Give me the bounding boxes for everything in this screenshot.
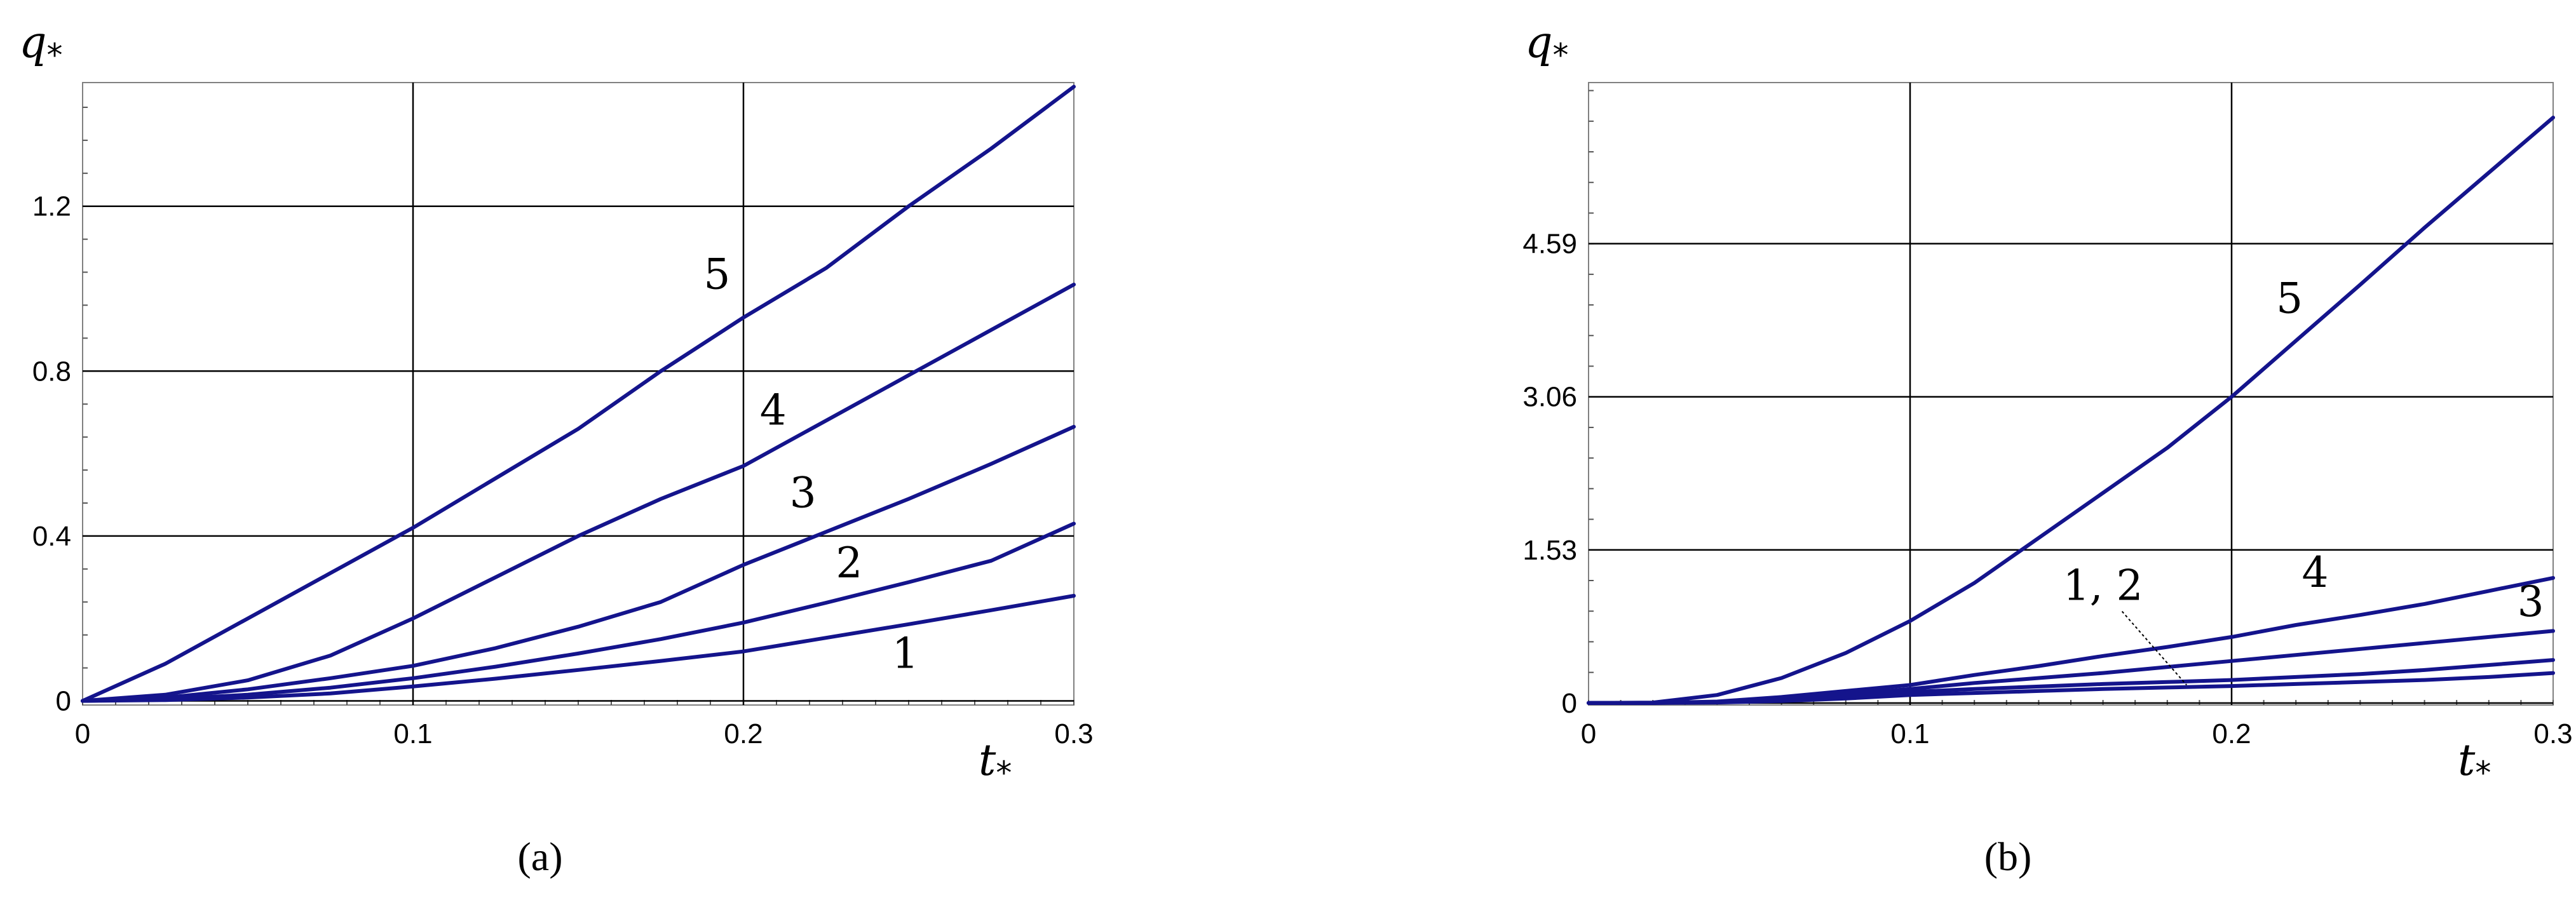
series-line-5 (1587, 116, 2555, 705)
x-tick-label: 0.1 (393, 718, 432, 749)
x-axis-label-main: t (2458, 736, 2476, 786)
x-axis-label-sub: * (2475, 755, 2491, 791)
y-tick-label: 0 (56, 686, 71, 717)
x-axis-label: t* (979, 736, 1012, 791)
y-axis-label-sub: * (1553, 37, 1569, 74)
y-axis-label: q* (19, 18, 63, 74)
y-tick-label: 4.59 (1522, 229, 1577, 260)
panel-caption: (a) (517, 834, 562, 879)
curve-label: 4 (760, 386, 787, 435)
x-axis-label: t* (2458, 736, 2491, 791)
curve-label: 3 (2518, 577, 2544, 626)
y-axis-label-main: q (19, 18, 47, 68)
y-tick-label: 0.8 (32, 356, 71, 387)
y-tick-label: 3.06 (1522, 382, 1577, 413)
x-tick-label: 0.2 (2212, 718, 2251, 749)
plot-frame (82, 82, 1074, 706)
curve-label: 5 (2276, 274, 2303, 323)
x-tick-label: 0.3 (2533, 718, 2572, 749)
curve-label: 5 (703, 250, 730, 299)
curve-label: 4 (2302, 548, 2329, 597)
y-tick-label: 1.2 (32, 191, 71, 222)
x-tick-label: 0 (1581, 718, 1596, 749)
curve-label: 2 (836, 539, 862, 588)
label-leader-line (2121, 610, 2187, 686)
y-axis-label: q* (1525, 18, 1569, 74)
y-tick-label: 0 (1562, 688, 1577, 719)
y-axis-label-main: q (1525, 18, 1553, 68)
series-line-2 (81, 521, 1076, 703)
x-tick-label: 0 (75, 718, 90, 749)
curve-label: 3 (790, 468, 817, 517)
y-tick-label: 1.53 (1522, 535, 1577, 566)
y-tick-label: 0.4 (32, 521, 71, 552)
series-line-5 (81, 84, 1076, 703)
x-tick-label: 0.1 (1890, 718, 1929, 749)
panel-caption: (b) (1984, 834, 2032, 879)
plot-frame (1588, 82, 2554, 706)
series-line-4 (81, 283, 1076, 703)
y-axis-label-sub: * (47, 37, 63, 74)
curve-label: 1, 2 (2063, 561, 2143, 610)
x-tick-label: 0.3 (1054, 718, 1093, 749)
series-line-1 (81, 594, 1076, 703)
curve-label: 1 (892, 629, 919, 678)
series-line-4 (1587, 575, 2555, 705)
series-line-3 (81, 424, 1076, 703)
x-axis-label-sub: * (996, 755, 1012, 791)
x-axis-label-main: t (979, 736, 996, 786)
x-tick-label: 0.2 (724, 718, 763, 749)
